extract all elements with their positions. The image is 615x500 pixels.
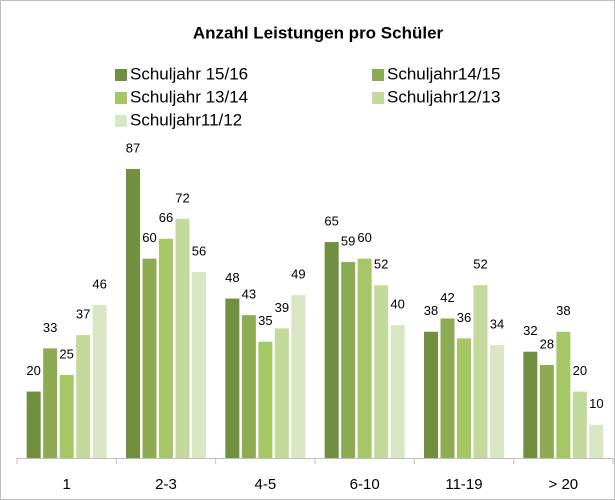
bar [258, 341, 273, 458]
value-label: 20 [573, 363, 587, 378]
value-label: 38 [556, 303, 570, 318]
bar [490, 345, 504, 458]
x-tick-label: 1 [62, 476, 70, 493]
bar [59, 374, 74, 458]
value-label: 42 [440, 290, 454, 305]
value-label: 25 [59, 346, 73, 361]
legend-label: Schuljahr 15/16 [130, 64, 248, 83]
chart-title: Anzahl Leistungen pro Schüler [193, 23, 444, 42]
value-label: 10 [589, 396, 603, 411]
bar [357, 258, 372, 458]
value-label: 52 [374, 257, 388, 272]
bar [192, 271, 206, 458]
bar [241, 315, 256, 458]
bar [556, 331, 571, 458]
bar [142, 258, 157, 458]
value-label: 46 [92, 277, 106, 292]
bar [572, 391, 587, 458]
value-label: 65 [324, 214, 338, 229]
bar [175, 218, 190, 458]
legend-label: Schuljahr14/15 [387, 64, 500, 83]
value-label: 35 [258, 313, 272, 328]
value-label: 40 [390, 297, 404, 312]
value-label: 28 [540, 336, 554, 351]
bar [324, 242, 339, 458]
x-tick-label: 2-3 [155, 476, 177, 493]
bar [76, 335, 91, 458]
x-tick-label: 11-19 [445, 476, 482, 493]
x-tick-label: > 20 [549, 476, 579, 493]
value-label: 52 [473, 257, 487, 272]
value-label: 32 [523, 323, 537, 338]
value-label: 66 [159, 210, 173, 225]
legend-swatch [115, 92, 127, 104]
value-label: 36 [457, 310, 471, 325]
legend-label: Schuljahr 13/14 [130, 87, 248, 106]
value-label: 38 [424, 303, 438, 318]
bar [126, 169, 140, 458]
bar [291, 295, 306, 458]
value-label: 20 [26, 363, 40, 378]
legend-swatch [115, 115, 127, 127]
value-label: 59 [341, 233, 355, 248]
bar [440, 318, 455, 458]
bar [374, 285, 389, 458]
legend-swatch [115, 69, 127, 81]
bar [589, 424, 604, 458]
x-tick-label: 6-10 [350, 476, 380, 493]
value-label: 87 [126, 140, 140, 155]
bar [159, 238, 173, 458]
value-label: 48 [225, 270, 239, 285]
legend-label: Schuljahr12/13 [387, 87, 500, 106]
bar [225, 298, 240, 458]
value-label: 56 [192, 243, 206, 258]
bar [92, 305, 107, 458]
value-label: 60 [357, 230, 371, 245]
bar [539, 364, 554, 458]
bar [274, 328, 289, 458]
bar [43, 348, 58, 458]
value-label: 37 [76, 307, 90, 322]
value-label: 49 [291, 267, 305, 282]
value-label: 72 [175, 190, 189, 205]
bar [341, 262, 356, 458]
legend-swatch [372, 92, 384, 104]
legend-label: Schuljahr11/12 [130, 110, 242, 129]
value-label: 39 [275, 300, 289, 315]
value-label: 43 [242, 287, 256, 302]
bar [523, 351, 538, 458]
value-label: 60 [142, 230, 156, 245]
x-tick-label: 4-5 [254, 476, 276, 493]
bar [26, 391, 41, 458]
bar [390, 325, 405, 458]
bar [473, 285, 488, 458]
legend-swatch [372, 69, 384, 81]
bar [424, 331, 438, 458]
bar [457, 338, 471, 458]
value-label: 33 [43, 320, 57, 335]
value-label: 34 [490, 316, 504, 331]
